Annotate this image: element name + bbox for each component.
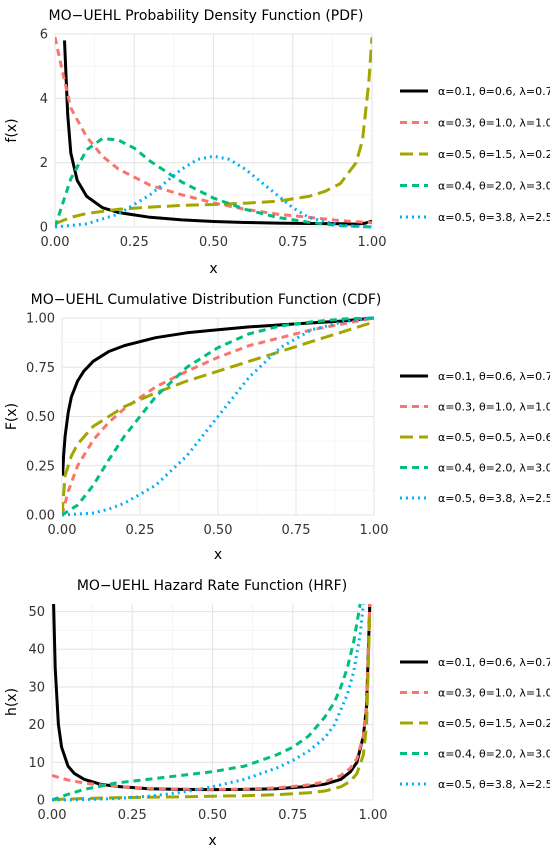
series-line-5	[55, 154, 372, 229]
y-tick-label: 20	[28, 718, 45, 733]
chart-panel-3: 0.00 0.25 0.50 0.75 1.00 0 10 20 30 40 50 MO−UEHL H…	[4, 578, 550, 849]
series-line-4	[62, 316, 374, 517]
y-tick-label: 30	[28, 680, 45, 695]
chart-panel-2: 0.00 0.25 0.50 0.75 1.00 0.00 0.25 0.50 0.75 1.00…	[4, 292, 550, 563]
x-axis-label: x	[214, 547, 222, 563]
chart-title: MO−UEHL Hazard Rate Function (HRF)	[77, 578, 347, 594]
x-tick-label: 1.00	[360, 523, 389, 538]
series-line-1	[63, 40, 372, 226]
chart-panel-1: 0.00 0.25 0.50 0.75 1.00 0 2 4 6MO−UEHL Probabil…	[4, 8, 550, 277]
legend-label-3: α=0.5, θ=0.5, λ=0.6	[438, 431, 550, 444]
series-line-2	[55, 36, 372, 225]
x-tick-label: 0.00	[41, 235, 70, 250]
y-tick-label: 0	[40, 221, 48, 236]
legend-label-4: α=0.4, θ=2.0, λ=3.0	[438, 748, 550, 761]
series-line-4	[52, 603, 362, 802]
y-tick-label: 40	[28, 643, 45, 658]
x-tick-label: 0.50	[198, 808, 227, 823]
legend-label-5: α=0.5, θ=3.8, λ=2.5	[438, 778, 550, 791]
legend: α=0.1, θ=0.6, λ=0.7 α=0.3, θ=1.0, λ=1.0 α=…	[400, 370, 550, 505]
x-tick-label: 0.50	[204, 523, 233, 538]
series-line-5	[62, 316, 374, 517]
legend-label-2: α=0.3, θ=1.0, λ=1.0	[438, 687, 550, 700]
legend-label-5: α=0.5, θ=3.8, λ=2.5	[438, 211, 550, 224]
y-axis-label: F(x)	[4, 403, 20, 430]
series-line-3	[62, 320, 374, 516]
y-axis-label: h(x)	[4, 688, 20, 716]
x-tick-label: 0.25	[120, 235, 149, 250]
legend-label-4: α=0.4, θ=2.0, λ=3.0	[438, 462, 550, 475]
chart-title: MO−UEHL Cumulative Distribution Function…	[31, 292, 382, 308]
y-tick-label: 0.25	[26, 459, 55, 474]
legend: α=0.1, θ=0.6, λ=0.7 α=0.3, θ=1.0, λ=1.0 α=…	[400, 656, 550, 791]
y-tick-label: 0.00	[26, 509, 55, 524]
x-tick-label: 0.25	[118, 808, 147, 823]
y-tick-label: 4	[40, 92, 48, 107]
y-tick-label: 0	[37, 794, 45, 809]
legend-label-2: α=0.3, θ=1.0, λ=1.0	[438, 401, 550, 414]
y-tick-label: 1.00	[26, 312, 55, 327]
series-line-4	[55, 137, 372, 229]
x-tick-label: 0.50	[199, 235, 228, 250]
y-tick-label: 6	[40, 28, 48, 43]
x-tick-label: 0.75	[282, 523, 311, 538]
x-axis-label: x	[208, 833, 216, 849]
legend-label-3: α=0.5, θ=1.5, λ=0.2	[438, 717, 550, 730]
legend-label-1: α=0.1, θ=0.6, λ=0.7	[438, 370, 550, 383]
chart-title: MO−UEHL Probability Density Function (PD…	[48, 8, 363, 24]
x-tick-label: 0.00	[48, 523, 77, 538]
y-tick-label: 0.75	[26, 361, 55, 376]
y-axis-label: f(x)	[4, 118, 20, 142]
series-line-2	[52, 603, 372, 791]
legend-label-3: α=0.5, θ=1.5, λ=0.2	[438, 148, 550, 161]
x-tick-label: 0.25	[126, 523, 155, 538]
legend: α=0.1, θ=0.6, λ=0.7 α=0.3, θ=1.0, λ=1.0 α=…	[400, 85, 550, 224]
y-tick-label: 10	[28, 756, 45, 771]
series-line-2	[62, 316, 374, 516]
legend-label-2: α=0.3, θ=1.0, λ=1.0	[438, 117, 550, 130]
legend-label-1: α=0.1, θ=0.6, λ=0.7	[438, 656, 550, 669]
legend-label-5: α=0.5, θ=3.8, λ=2.5	[438, 492, 550, 505]
x-tick-label: 0.75	[278, 808, 307, 823]
x-axis-label: x	[209, 261, 217, 277]
x-tick-label: 1.00	[359, 808, 388, 823]
series-line-3	[52, 611, 372, 802]
legend-label-4: α=0.4, θ=2.0, λ=3.0	[438, 180, 550, 193]
y-tick-label: 50	[28, 605, 45, 620]
series-line-3	[55, 37, 372, 226]
series-line-5	[52, 603, 365, 802]
x-tick-label: 0.75	[278, 235, 307, 250]
x-tick-label: 0.00	[38, 808, 67, 823]
y-tick-label: 2	[40, 156, 48, 171]
y-tick-label: 0.50	[26, 410, 55, 425]
legend-label-1: α=0.1, θ=0.6, λ=0.7	[438, 85, 550, 98]
x-tick-label: 1.00	[358, 235, 387, 250]
